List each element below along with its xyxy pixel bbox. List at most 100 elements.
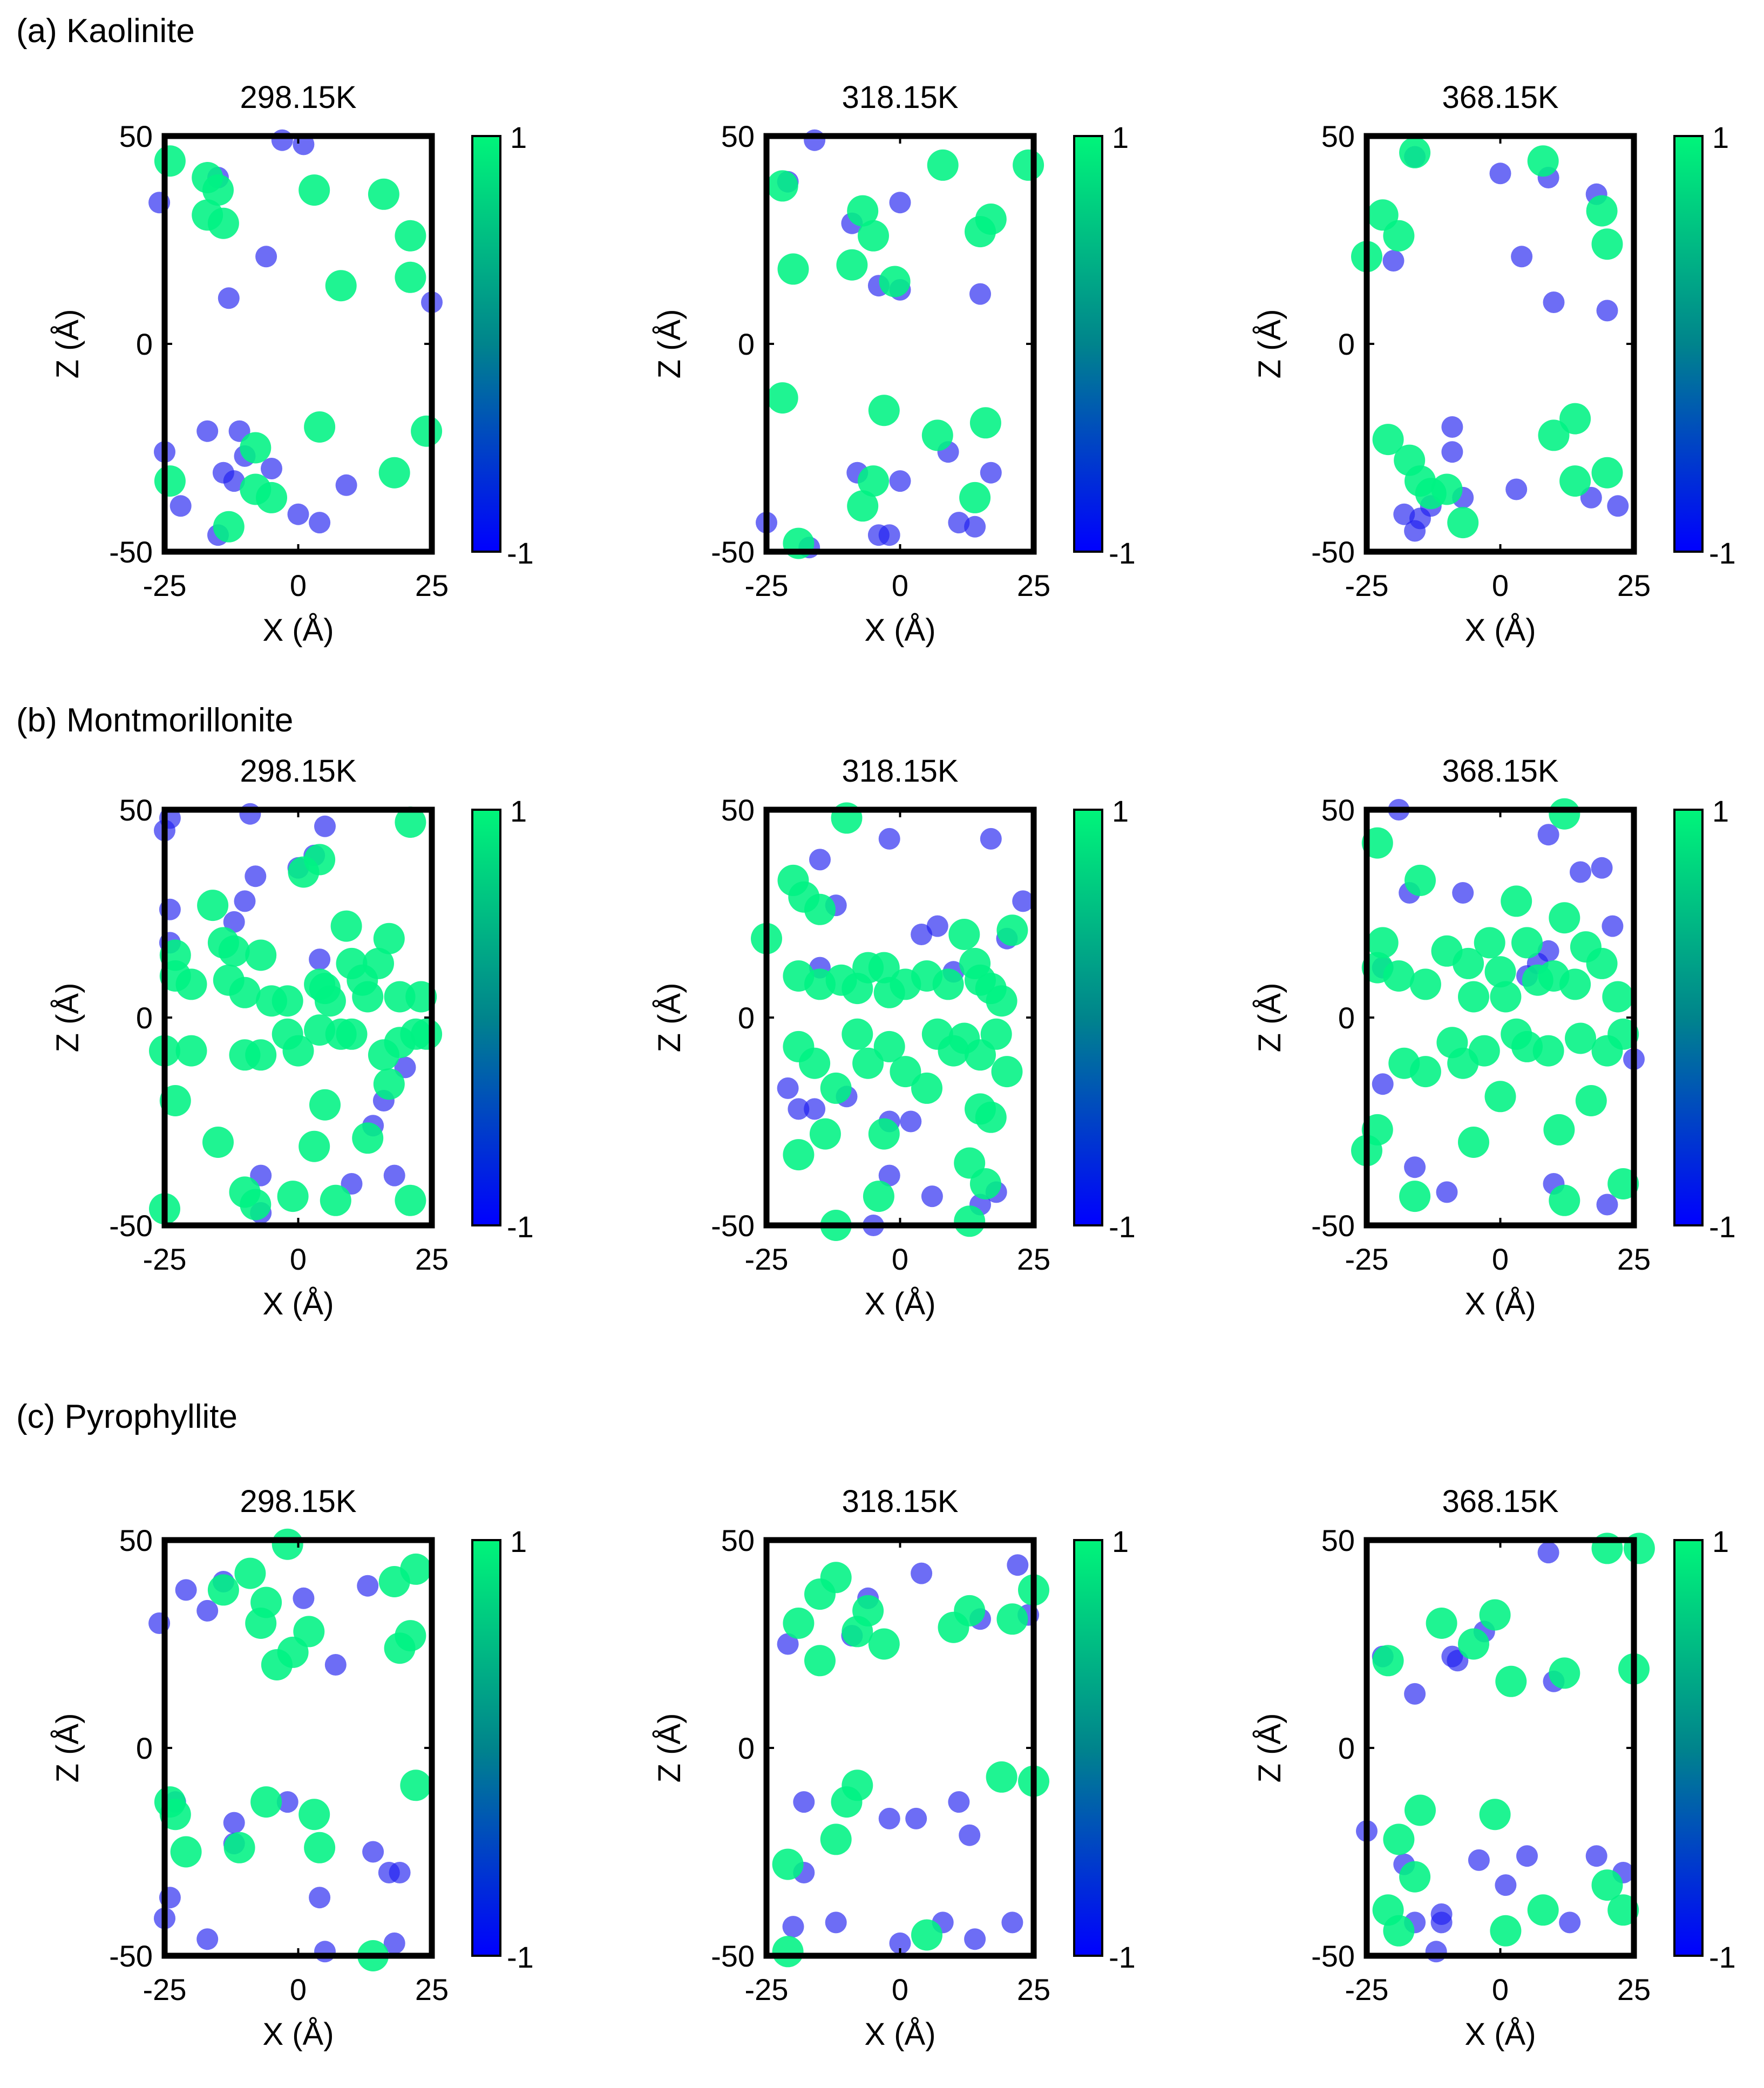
x-tick-label: 25	[1017, 568, 1050, 602]
section-label-c: (c) Pyrophyllite	[16, 1398, 238, 1435]
positive-point	[1549, 1184, 1580, 1216]
positive-point	[1511, 927, 1543, 959]
positive-point	[1490, 981, 1522, 1013]
negative-point	[1607, 495, 1629, 517]
x-tick-label: 25	[415, 1242, 449, 1276]
positive-point	[969, 1168, 1001, 1199]
x-tick-label: -25	[143, 1972, 187, 2006]
negative-point	[314, 815, 336, 837]
x-tick-label: 0	[1492, 1972, 1509, 2006]
scatter-panel: 368.15K 50 0 -50-25 0 25 X (Å) Z (Å) 1 -1	[1252, 754, 1736, 1321]
positive-point	[202, 1127, 234, 1158]
positive-point	[170, 1836, 202, 1868]
colorbar	[1673, 1539, 1704, 1957]
positive-point	[411, 1018, 443, 1050]
x-axis-label: X (Å)	[864, 613, 935, 648]
negative-point	[1596, 1194, 1618, 1216]
colorbar-top-label: 1	[1112, 120, 1129, 154]
x-tick-label: 0	[892, 1972, 908, 2006]
positive-point	[400, 1770, 432, 1801]
positive-point	[1591, 457, 1623, 489]
y-tick-label: -50	[109, 1209, 153, 1243]
positive-point	[175, 1035, 207, 1067]
positive-point	[154, 465, 186, 497]
positive-point	[1399, 1861, 1431, 1893]
negative-point	[1511, 246, 1533, 268]
positive-point	[1468, 1035, 1500, 1067]
positive-point	[921, 419, 953, 451]
positive-point	[1399, 1181, 1431, 1212]
positive-point	[986, 1761, 1017, 1793]
colorbar-top-label: 1	[1112, 1524, 1129, 1558]
positive-point	[223, 1832, 255, 1863]
colorbar	[471, 809, 501, 1226]
positive-point	[1484, 956, 1516, 988]
y-axis-label: Z (Å)	[1252, 1713, 1287, 1783]
positive-point	[304, 1832, 336, 1863]
y-axis-label: Z (Å)	[50, 983, 85, 1053]
panel-title: 368.15K	[1442, 1484, 1558, 1519]
y-axis-label: Z (Å)	[1252, 983, 1287, 1053]
positive-point	[363, 947, 394, 979]
positive-point	[245, 1608, 277, 1639]
positive-point	[852, 1047, 884, 1079]
positive-point	[772, 1936, 804, 1968]
positive-point	[783, 1139, 815, 1171]
y-tick-label: 50	[721, 793, 755, 827]
x-tick-label: -25	[745, 568, 789, 602]
positive-point	[330, 910, 362, 942]
positive-point	[809, 1118, 841, 1150]
positive-point	[1501, 885, 1532, 917]
negative-point	[383, 1932, 405, 1954]
y-tick-label: 50	[1321, 1523, 1355, 1557]
positive-point	[1591, 1869, 1623, 1901]
positive-point	[245, 939, 277, 971]
positive-point	[1383, 1915, 1415, 1947]
colorbar-bottom-label: -1	[1109, 1940, 1136, 1974]
positive-point	[804, 1645, 836, 1677]
section-label-b: (b) Montmorillonite	[16, 702, 293, 739]
y-tick-label: 0	[738, 327, 755, 361]
positive-point	[202, 174, 234, 206]
negative-point	[196, 1599, 219, 1622]
negative-point	[1559, 1911, 1581, 1934]
y-tick-label: 0	[1338, 1001, 1355, 1035]
positive-point	[836, 249, 868, 281]
y-tick-label: 0	[136, 327, 153, 361]
x-tick-label: -25	[143, 1242, 187, 1276]
positive-point	[1405, 864, 1436, 896]
colorbar-bottom-label: -1	[1109, 536, 1136, 570]
positive-point	[245, 1039, 277, 1071]
x-tick-label: 0	[1492, 1242, 1509, 1276]
positive-point	[272, 1528, 303, 1560]
x-tick-label: -25	[1345, 1242, 1389, 1276]
x-tick-label: -25	[745, 1972, 789, 2006]
positive-point	[1575, 1085, 1607, 1116]
negative-point	[905, 1807, 927, 1829]
x-axis-label: X (Å)	[1464, 2017, 1536, 2052]
y-tick-label: -50	[109, 1939, 153, 1973]
negative-point	[287, 503, 309, 525]
positive-point	[1479, 1799, 1511, 1831]
positive-point	[858, 220, 889, 252]
scatter-panel: 318.15K 50 0 -50-25 0 25 X (Å) Z (Å) 1 -1	[652, 1484, 1136, 2052]
positive-point	[207, 207, 239, 239]
negative-point	[389, 1862, 411, 1883]
negative-point	[878, 524, 900, 546]
positive-point	[1405, 1794, 1436, 1826]
negative-point	[293, 1587, 315, 1609]
positive-point	[400, 1553, 432, 1585]
y-tick-label: 50	[721, 119, 755, 153]
x-tick-label: 0	[290, 1972, 307, 2006]
positive-point	[799, 1047, 831, 1079]
positive-point	[234, 1557, 266, 1589]
y-axis-label: Z (Å)	[1252, 309, 1287, 379]
positive-point	[1479, 1599, 1511, 1631]
colorbar-bottom-label: -1	[1709, 1940, 1736, 1974]
positive-point	[863, 1181, 894, 1212]
negative-point	[804, 129, 826, 151]
positive-point	[1458, 1628, 1489, 1660]
positive-point	[261, 1649, 293, 1680]
negative-point	[964, 516, 986, 538]
colorbar-top-label: 1	[1712, 794, 1729, 828]
